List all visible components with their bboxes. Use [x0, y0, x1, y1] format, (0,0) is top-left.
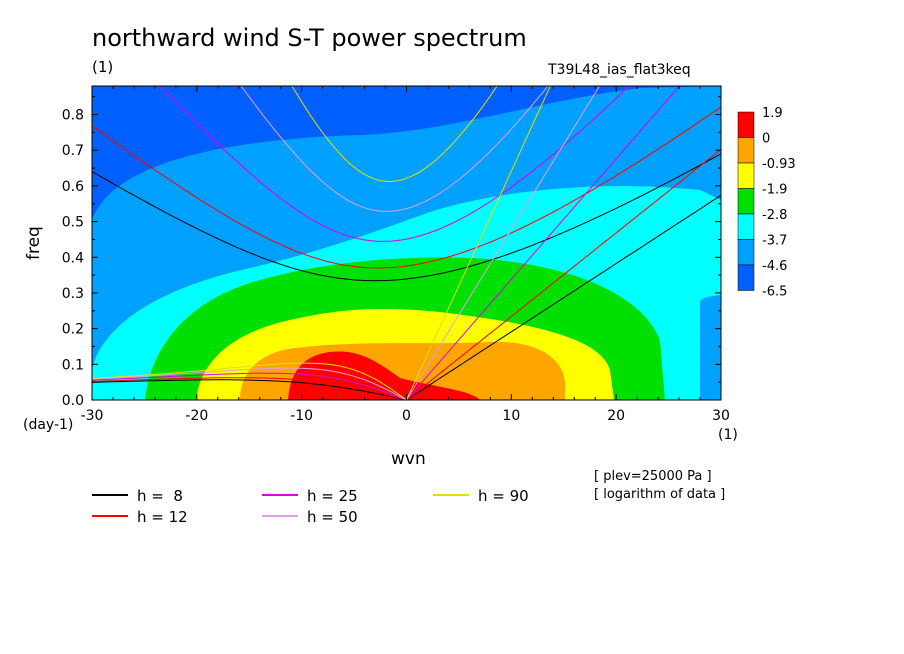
x-tick-label: 20	[607, 408, 625, 424]
y-axis-unit: (day-1)	[23, 417, 74, 433]
colorbar-swatch	[737, 162, 755, 189]
colorbar-label: 0	[762, 132, 770, 147]
legend-item-h90: h = 90	[433, 487, 573, 505]
legend-item-h12: h = 12	[92, 508, 232, 526]
axes: -30 -20 -10 0 10 20 30 0.0 0.1 0.2 0.3 0.4 0.5 0.6 0.7…	[62, 85, 730, 424]
rossby-curve	[92, 372, 407, 400]
legend-label: h = 25	[307, 487, 358, 505]
colorbar-swatch	[737, 137, 755, 164]
kelvin-curve	[406, 86, 681, 400]
rossby-curve	[92, 377, 407, 400]
kelvin-curve	[406, 194, 721, 400]
unit-label: (1)	[92, 58, 114, 76]
colorbar-label: -6.5	[762, 285, 787, 300]
dispersion-curves	[92, 86, 721, 400]
x-tick-label: -30	[81, 408, 104, 424]
x-tick-label: 30	[712, 408, 730, 424]
legend-label: h = 8	[137, 487, 183, 505]
legend-label: h = 90	[478, 487, 529, 505]
x-axis-label: wvn	[391, 449, 426, 469]
y-tick-label: 0.8	[62, 108, 84, 124]
fill-level-7	[288, 351, 480, 400]
legend-swatch	[433, 494, 469, 496]
y-tick-label: 0.7	[62, 143, 84, 159]
colorbar-label: -4.6	[762, 259, 787, 274]
y-tick-label: 0.4	[62, 250, 84, 266]
legend-item-h25: h = 25	[262, 487, 402, 505]
colorbar: 1.9 0 -0.93 -1.9 -2.8 -3.7 -4.6 -6.5	[737, 106, 796, 300]
rossby-curve	[92, 367, 407, 400]
contour-fills	[92, 86, 721, 400]
note-plev: [ plev=25000 Pa ]	[594, 469, 712, 484]
y-tick-label: 0.1	[62, 357, 84, 373]
x-tick-label: 10	[502, 408, 520, 424]
y-tick-label: 0.0	[62, 393, 84, 409]
igw-curve	[92, 106, 721, 269]
chart-title: northward wind S-T power spectrum	[92, 24, 527, 52]
igw-curve	[240, 86, 549, 212]
experiment-name: T39L48_ias_flat3keq	[548, 62, 691, 78]
igw-curve	[291, 86, 498, 183]
colorbar-swatch	[737, 188, 755, 215]
colorbar-swatch	[737, 264, 755, 291]
y-tick-label: 0.3	[62, 286, 84, 302]
colorbar-swatch	[737, 111, 755, 138]
y-tick-label: 0.5	[62, 215, 84, 231]
rossby-curve	[92, 379, 407, 400]
kelvin-curve	[406, 86, 551, 400]
legend-swatch	[262, 515, 298, 517]
x-tick-label: 0	[402, 408, 411, 424]
legend-swatch	[92, 515, 128, 517]
igw-curve	[159, 86, 630, 242]
legend-swatch	[92, 494, 128, 496]
x-tick-label: -10	[290, 408, 313, 424]
legend-item-h50: h = 50	[262, 508, 402, 526]
igw-curve	[92, 153, 721, 282]
colorbar-label: 1.9	[762, 106, 783, 121]
kelvin-curve	[406, 86, 601, 400]
y-tick-label: 0.6	[62, 179, 84, 195]
x-axis-unit: (1)	[718, 427, 738, 443]
legend-label: h = 12	[137, 508, 188, 526]
colorbar-label: -0.93	[762, 157, 796, 172]
colorbar-swatch	[737, 213, 755, 240]
legend-item-h8: h = 8	[92, 487, 232, 505]
kelvin-curve	[406, 148, 721, 400]
note-log: [ logarithm of data ]	[594, 487, 726, 502]
legend-swatch	[262, 494, 298, 496]
rossby-curve	[92, 362, 407, 400]
x-tick-label: -20	[185, 408, 208, 424]
colorbar-label: -3.7	[762, 234, 787, 249]
y-tick-label: 0.2	[62, 322, 84, 338]
colorbar-label: -1.9	[762, 183, 787, 198]
legend-label: h = 50	[307, 508, 358, 526]
colorbar-label: -2.8	[762, 208, 787, 223]
colorbar-swatch	[737, 239, 755, 266]
